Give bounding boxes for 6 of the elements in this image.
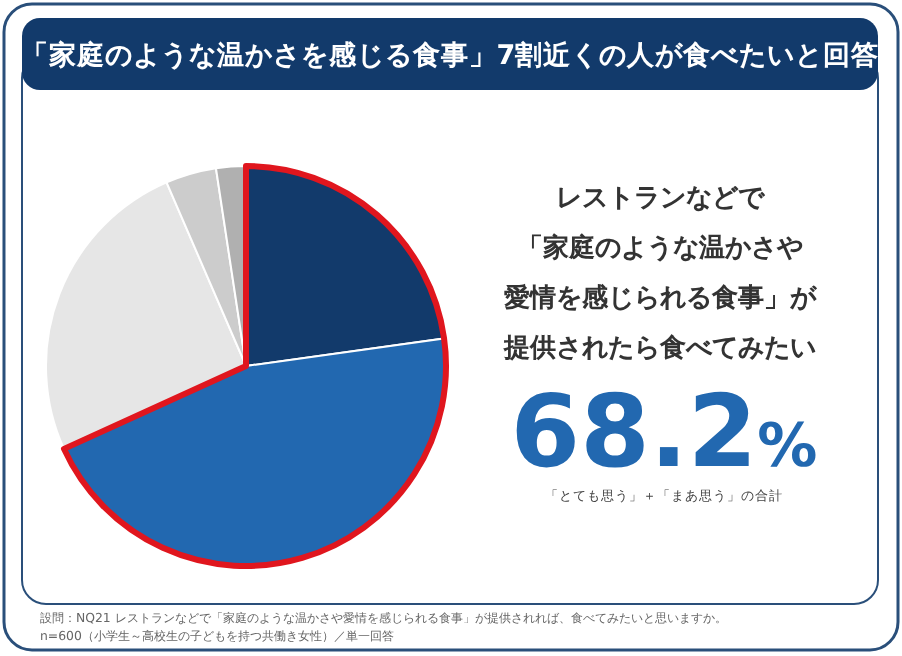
chart-title: 「家庭のような温かさを感じる食事」7割近くの人が食べたいと回答 <box>20 38 880 72</box>
text: レストランなどで <box>556 184 766 214</box>
text: 提供されたら食べてみたい <box>502 334 816 364</box>
text: 「家庭のような温かさや <box>517 232 803 264</box>
text: 68.2% <box>510 374 818 490</box>
text: 愛情を感じられる食事」が <box>504 282 818 314</box>
